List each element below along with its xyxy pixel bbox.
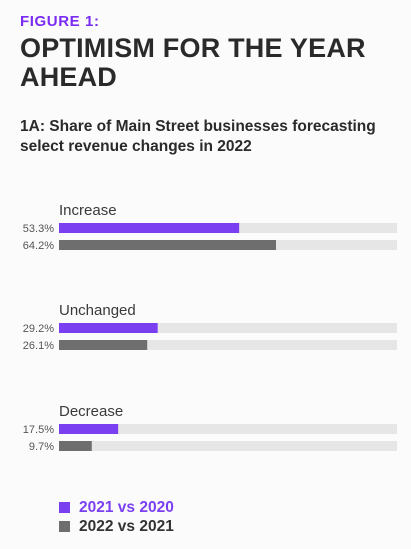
legend-swatch-2022-vs-2021 [59, 521, 70, 532]
bar-track [59, 441, 397, 451]
legend-swatch-2021-vs-2020 [59, 502, 70, 513]
data-label-unchanged-series-1: 29.2% [23, 323, 54, 335]
legend-item-2022-vs-2021: 2022 vs 2021 [59, 517, 174, 536]
figure-label: FIGURE 1: [20, 13, 100, 30]
bar-track [59, 424, 397, 434]
bar-increase-series-1 [59, 223, 240, 233]
chart-title: OPTIMISM FOR THE YEAR AHEAD [20, 33, 366, 92]
data-label-increase-series-2: 64.2% [23, 240, 54, 252]
legend-label-2021-vs-2020: 2021 vs 2020 [79, 498, 174, 516]
data-label-decrease-series-2: 9.7% [29, 441, 54, 453]
bar-unchanged-series-1 [59, 323, 158, 333]
data-label-decrease-series-1: 17.5% [23, 424, 54, 436]
bar-decrease-series-1 [59, 424, 119, 434]
chart-subtitle: 1A: Share of Main Street businesses fore… [20, 118, 376, 155]
legend-item-2021-vs-2020: 2021 vs 2020 [59, 498, 174, 517]
category-label-unchanged: Unchanged [59, 302, 136, 319]
legend-label-2022-vs-2021: 2022 vs 2021 [79, 517, 174, 535]
bar-track [59, 323, 397, 333]
category-label-increase: Increase [59, 202, 117, 219]
data-label-unchanged-series-2: 26.1% [23, 340, 54, 352]
bar-increase-series-2 [59, 240, 276, 250]
data-label-increase-series-1: 53.3% [23, 223, 54, 235]
bar-unchanged-series-2 [59, 340, 148, 350]
legend: 2021 vs 2020 2022 vs 2021 [59, 498, 174, 536]
bar-track [59, 340, 397, 350]
category-label-decrease: Decrease [59, 403, 123, 420]
bar-decrease-series-2 [59, 441, 92, 451]
